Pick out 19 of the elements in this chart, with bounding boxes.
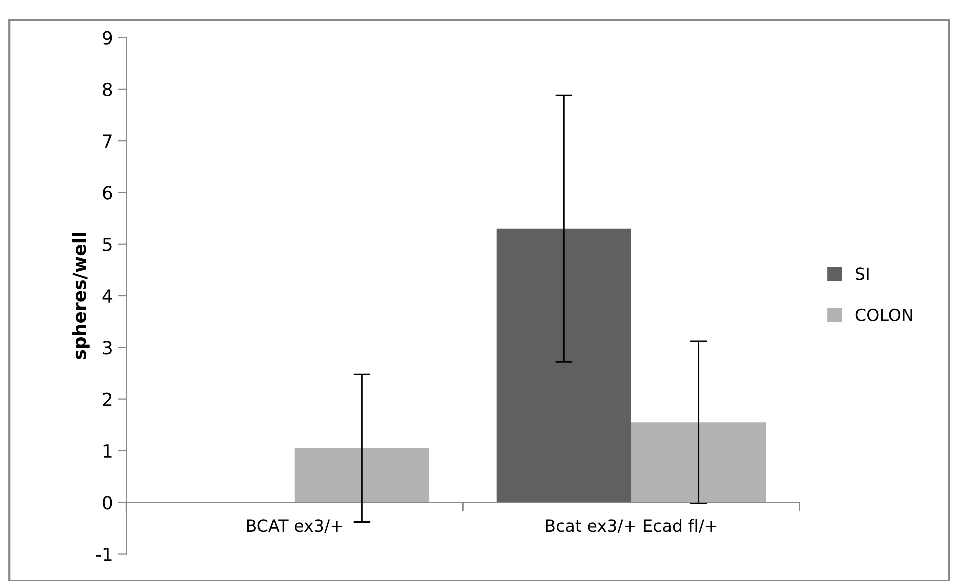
legend-label: COLON [856, 308, 912, 322]
y-tick-label: 6 [103, 186, 112, 200]
legend-label: SI [856, 268, 869, 280]
y-tick-label: 5 [103, 238, 112, 252]
y-tick-label: 4 [102, 290, 112, 303]
y-tick-label: -1 [96, 548, 112, 562]
x-tick-label: Bcat ex3/+ Ecad fl/+ [546, 519, 717, 534]
y-tick-label: 1 [104, 444, 112, 458]
y-axis-title: spheres/well [72, 233, 90, 360]
bar [632, 422, 766, 503]
y-tick-label: 0 [103, 496, 112, 510]
x-tick-label: BCAT ex3/+ [247, 520, 342, 534]
y-tick-label: 2 [103, 392, 112, 406]
bar [496, 228, 632, 503]
y-tick-label: 3 [103, 341, 112, 355]
bar [294, 448, 430, 503]
y-tick-label: 9 [103, 31, 112, 45]
y-tick-label: 7 [103, 134, 112, 148]
y-tick-label: 8 [103, 82, 112, 97]
